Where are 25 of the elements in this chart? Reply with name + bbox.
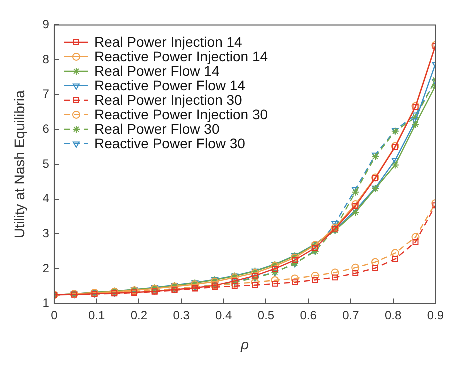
- y-tick-label: 4: [42, 192, 50, 206]
- x-tick-label: 0.1: [88, 308, 106, 322]
- x-tick-label: 0.5: [258, 308, 275, 322]
- y-tick-label: 5: [42, 156, 50, 171]
- y-tick-label: 9: [42, 18, 50, 32]
- x-axis-title: ρ: [240, 336, 250, 352]
- x-tick-label: 0.7: [342, 308, 360, 322]
- x-tick-label: 0.4: [216, 308, 233, 322]
- y-tick-label: 2: [42, 261, 50, 276]
- legend-label: Real Power Injection 14: [94, 34, 243, 50]
- y-tick-label: 3: [42, 226, 50, 240]
- x-tick-label: 0.2: [130, 308, 148, 322]
- legend-label: Reactive Power Flow 14: [94, 77, 246, 94]
- x-tick-label: 0: [51, 308, 58, 322]
- y-tick-label: 1: [42, 296, 50, 310]
- y-tick-label: 7: [42, 87, 50, 102]
- x-tick-label: 0.6: [300, 308, 318, 322]
- y-axis-title: Utility at Nash Equilibria: [11, 90, 28, 238]
- legend-label: Reactive Power Flow 30: [94, 135, 246, 152]
- y-tick-label: 8: [42, 52, 50, 66]
- legend-label: Real Power Injection 30: [94, 92, 243, 108]
- y-tick-label: 6: [42, 122, 50, 136]
- x-tick-label: 0.8: [384, 308, 402, 322]
- x-tick-label: 0.3: [173, 308, 190, 322]
- x-tick-label: 0.9: [427, 308, 444, 322]
